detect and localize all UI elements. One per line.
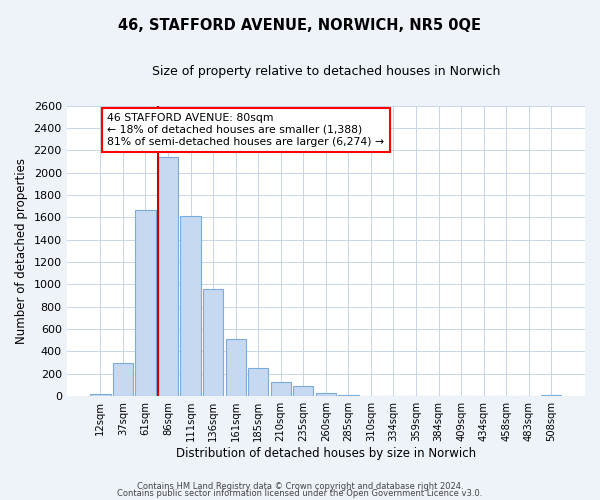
Bar bbox=[541, 394, 562, 396]
Bar bbox=[158, 157, 178, 396]
Title: Size of property relative to detached houses in Norwich: Size of property relative to detached ho… bbox=[152, 65, 500, 78]
Bar bbox=[226, 339, 246, 396]
Text: 46 STAFFORD AVENUE: 80sqm
← 18% of detached houses are smaller (1,388)
81% of se: 46 STAFFORD AVENUE: 80sqm ← 18% of detac… bbox=[107, 114, 384, 146]
Bar bbox=[248, 368, 268, 396]
Text: 46, STAFFORD AVENUE, NORWICH, NR5 0QE: 46, STAFFORD AVENUE, NORWICH, NR5 0QE bbox=[119, 18, 482, 32]
Bar bbox=[181, 216, 201, 396]
X-axis label: Distribution of detached houses by size in Norwich: Distribution of detached houses by size … bbox=[176, 447, 476, 460]
Bar bbox=[316, 393, 336, 396]
Bar bbox=[293, 386, 313, 396]
Bar bbox=[90, 394, 110, 396]
Bar bbox=[136, 210, 155, 396]
Text: Contains public sector information licensed under the Open Government Licence v3: Contains public sector information licen… bbox=[118, 489, 482, 498]
Bar bbox=[338, 395, 359, 396]
Bar bbox=[271, 382, 291, 396]
Text: Contains HM Land Registry data © Crown copyright and database right 2024.: Contains HM Land Registry data © Crown c… bbox=[137, 482, 463, 491]
Bar bbox=[113, 362, 133, 396]
Bar bbox=[203, 289, 223, 396]
Y-axis label: Number of detached properties: Number of detached properties bbox=[15, 158, 28, 344]
